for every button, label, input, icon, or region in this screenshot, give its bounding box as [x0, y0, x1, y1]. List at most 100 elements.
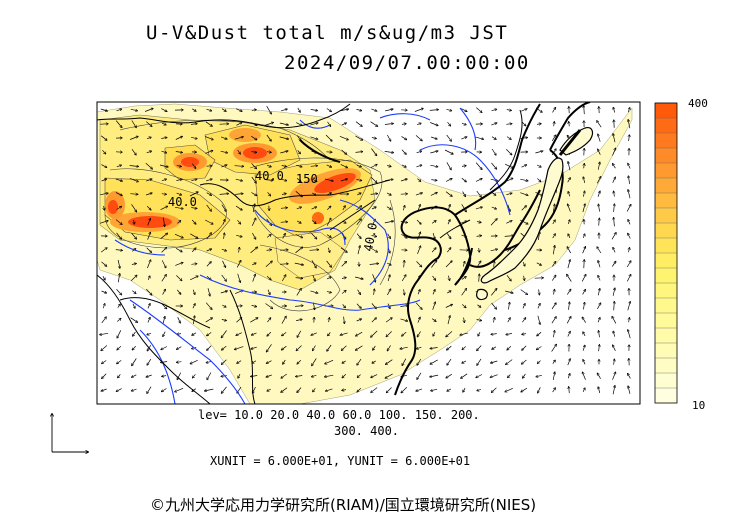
wind-arrow	[612, 386, 615, 395]
wind-arrow	[417, 347, 422, 349]
wind-arrow	[266, 235, 271, 238]
dust-core-f2	[314, 173, 356, 193]
wind-arrow	[507, 345, 512, 350]
wind-arrow	[190, 124, 197, 125]
wind-arrow	[370, 194, 378, 195]
wind-arrow	[342, 304, 346, 307]
dust-core-g	[312, 212, 324, 224]
wind-arrow	[130, 109, 137, 110]
wind-arrow	[295, 306, 303, 307]
wind-arrow	[490, 249, 498, 252]
rivers	[114, 107, 511, 404]
wind-arrow	[371, 236, 377, 237]
dust-core-a2	[128, 216, 172, 228]
wind-arrow	[522, 122, 525, 125]
wind-arrow	[567, 178, 571, 183]
wind-arrow	[238, 373, 241, 378]
contour-label: 150	[296, 172, 318, 186]
wind-arrow	[177, 362, 182, 363]
wind-arrow	[417, 372, 422, 379]
wind-arrow	[221, 249, 226, 251]
wind-arrow	[476, 236, 482, 237]
wind-arrow	[129, 166, 139, 167]
wind-arrow	[494, 261, 495, 267]
wind-arrow	[115, 178, 122, 181]
wind-arrow	[491, 289, 496, 296]
wind-arrow	[432, 275, 436, 280]
wind-arrow	[279, 136, 289, 139]
wind-arrow	[312, 358, 317, 365]
reference-vector-axes	[52, 414, 88, 452]
wind-arrow	[251, 176, 256, 183]
wind-arrow	[446, 162, 451, 169]
wind-arrow	[100, 332, 109, 334]
wind-arrow	[597, 121, 602, 128]
wind-arrow	[400, 346, 408, 349]
wind-arrow	[475, 179, 482, 182]
wind-arrow	[582, 345, 585, 351]
wind-arrow	[147, 386, 152, 394]
wind-arrow	[477, 358, 482, 365]
wind-arrow	[279, 122, 288, 125]
colorbar-frame	[654, 102, 678, 404]
wind-arrow	[132, 345, 136, 350]
wind-arrow	[296, 345, 302, 351]
wind-arrow	[251, 376, 258, 377]
wind-arrow	[370, 165, 377, 168]
wind-arrow	[311, 207, 317, 210]
wind-arrow	[584, 164, 585, 169]
colorbar-swatch	[655, 373, 677, 389]
wind-arrow	[205, 219, 213, 224]
wind-arrow	[416, 151, 422, 153]
wind-arrow	[447, 220, 450, 225]
wind-arrow	[479, 274, 480, 282]
wind-arrow	[403, 206, 404, 211]
wind-arrow	[148, 276, 150, 281]
wind-arrow	[325, 359, 334, 364]
wind-arrow	[491, 206, 496, 209]
wind-arrow	[224, 233, 225, 239]
wind-arrow	[267, 360, 272, 364]
wind-arrow	[252, 274, 256, 282]
wind-arrow	[417, 358, 422, 365]
wind-arrow	[552, 372, 555, 380]
wind-arrow	[430, 151, 437, 154]
wind-arrow	[340, 179, 347, 182]
wind-arrow	[370, 121, 378, 127]
wind-arrow	[598, 134, 601, 142]
wind-arrow	[417, 178, 420, 182]
wind-arrow	[384, 151, 394, 152]
wind-arrow	[357, 246, 360, 255]
wind-arrow	[132, 290, 135, 294]
wind-arrow	[356, 319, 362, 322]
wind-arrow	[432, 290, 435, 295]
wind-arrow	[477, 345, 482, 351]
wind-arrow	[474, 136, 484, 139]
wind-arrow	[554, 122, 555, 127]
wind-arrow	[582, 290, 586, 295]
wind-arrow	[538, 387, 541, 392]
wind-arrow	[430, 374, 439, 377]
wind-arrow	[464, 317, 465, 323]
wind-arrow	[537, 304, 540, 309]
wind-arrow	[296, 207, 301, 209]
wind-arrow	[339, 135, 348, 139]
wind-arrow	[567, 359, 570, 366]
wind-arrow	[102, 360, 107, 364]
wind-arrow	[356, 219, 361, 226]
wind-arrow	[117, 360, 122, 363]
wind-arrow	[569, 387, 570, 394]
wind-arrow	[326, 108, 331, 112]
wind-arrow	[475, 207, 482, 210]
wind-arrow	[583, 388, 585, 393]
wind-arrow	[476, 374, 483, 378]
wind-arrow	[144, 109, 153, 112]
wind-arrow	[280, 208, 287, 209]
wind-arrow	[566, 317, 571, 324]
wind-arrow	[310, 166, 318, 167]
wind-arrow	[326, 277, 331, 279]
wind-arrow	[190, 359, 198, 363]
wind-arrow	[628, 108, 629, 113]
wind-arrow	[235, 290, 243, 294]
wind-arrow	[401, 164, 406, 167]
